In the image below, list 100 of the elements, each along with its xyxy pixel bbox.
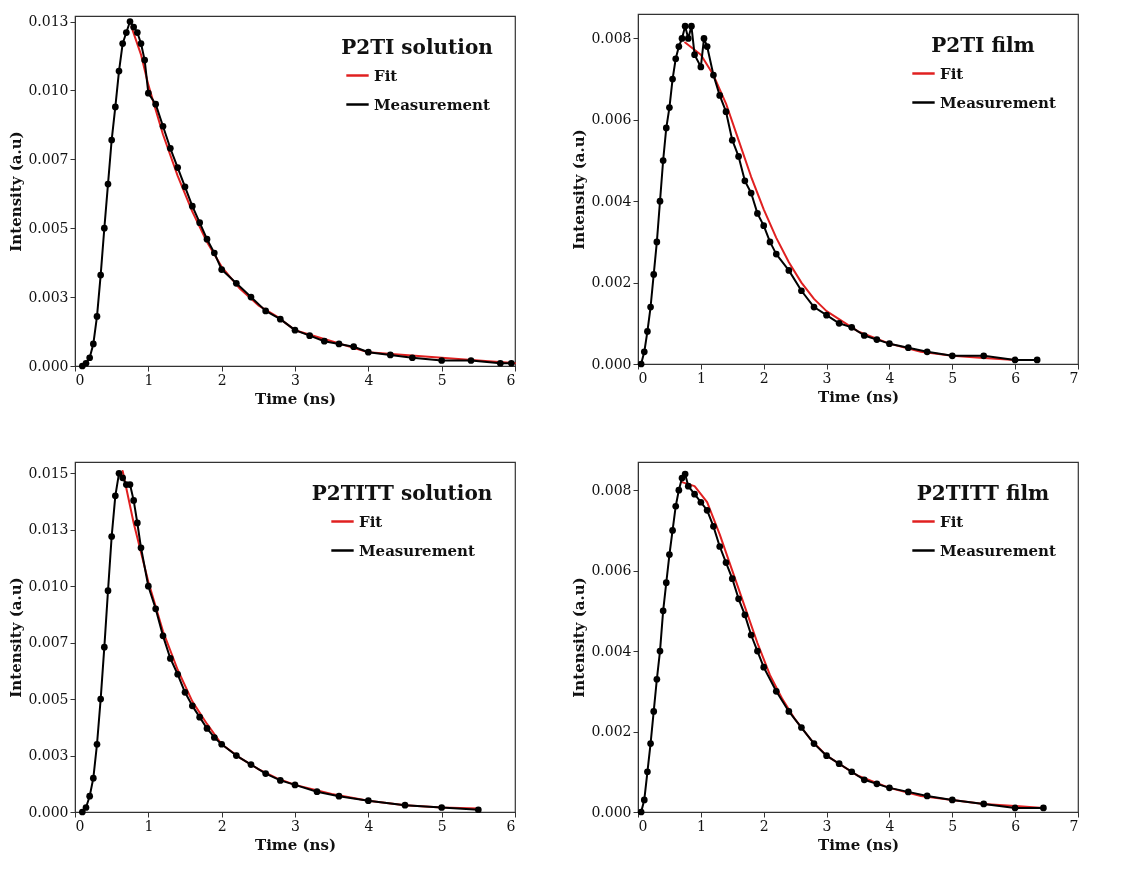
point: [144, 89, 152, 97]
point: [650, 708, 658, 715]
x-tick-label: 6: [1011, 817, 1021, 834]
point: [218, 740, 226, 748]
x-tick-label: 0: [638, 817, 648, 834]
x-tick-label: 1: [696, 817, 706, 834]
y-axis-title: Intensity (a.u): [7, 577, 26, 698]
point: [181, 183, 189, 191]
x-tick-label: 4: [364, 817, 374, 834]
point: [408, 354, 416, 362]
x-axis-title: Time (ns): [817, 387, 900, 406]
point: [115, 469, 123, 477]
point: [656, 647, 664, 655]
legend-label: Fit: [940, 64, 964, 83]
x-tick-label: 7: [1069, 817, 1079, 834]
point: [754, 647, 761, 655]
point: [650, 271, 658, 278]
legend-label: Measurement: [374, 95, 490, 114]
point: [747, 189, 755, 197]
x-tick-label: 0: [638, 369, 648, 386]
x-tick-label: 1: [144, 817, 154, 834]
point: [89, 340, 97, 348]
point: [232, 279, 240, 287]
point: [291, 781, 299, 789]
point: [785, 267, 793, 274]
point: [684, 482, 692, 490]
point: [401, 801, 409, 809]
point: [747, 631, 755, 639]
point: [130, 23, 138, 31]
point: [306, 332, 314, 340]
point: [675, 486, 683, 494]
point: [741, 611, 749, 619]
x-tick-label: 7: [1069, 369, 1079, 386]
point: [653, 238, 661, 246]
point: [675, 43, 683, 50]
x-tick-label: 2: [759, 369, 769, 386]
point: [104, 587, 112, 595]
point: [873, 336, 881, 343]
point: [923, 792, 931, 800]
point: [108, 136, 116, 144]
point: [735, 153, 742, 160]
legend-title: P2TI solution: [341, 35, 494, 59]
x-tick-label: 2: [217, 371, 227, 388]
point: [137, 544, 145, 552]
point: [722, 559, 730, 566]
point: [174, 670, 182, 678]
point: [669, 527, 676, 534]
point: [653, 675, 661, 683]
point: [659, 157, 667, 164]
y-tick-label: 0.013: [28, 521, 69, 538]
x-tick-label: 6: [1011, 369, 1021, 386]
point: [681, 22, 689, 30]
point: [507, 359, 515, 367]
y-tick-label: 0.004: [591, 192, 632, 209]
point: [904, 788, 912, 796]
point: [119, 40, 127, 47]
x-tick-label: 3: [822, 817, 832, 834]
point: [188, 202, 196, 210]
point: [647, 740, 654, 747]
point: [703, 43, 711, 50]
legend-label: Measurement: [940, 93, 1056, 112]
point: [798, 724, 805, 731]
y-tick-label: 0.003: [28, 747, 69, 764]
y-tick-label: 0.010: [28, 577, 69, 594]
point: [203, 725, 211, 732]
point: [823, 752, 830, 760]
x-tick-label: 5: [948, 817, 958, 834]
point: [644, 328, 651, 335]
x-axis-title: Time (ns): [254, 389, 337, 408]
x-tick-label: 6: [506, 817, 516, 834]
legend-label: Fit: [359, 512, 383, 531]
point: [835, 760, 843, 768]
point: [86, 792, 94, 800]
point: [904, 344, 912, 352]
point: [691, 490, 698, 498]
point: [684, 35, 692, 42]
point: [823, 311, 830, 319]
point: [100, 643, 108, 651]
point: [130, 497, 138, 504]
y-tick-label: 0.010: [28, 81, 69, 98]
point: [291, 326, 299, 334]
point: [137, 40, 145, 47]
point: [467, 357, 475, 364]
point: [111, 492, 119, 500]
point: [1033, 356, 1041, 364]
y-tick-label: 0.013: [28, 13, 69, 30]
point: [196, 713, 204, 721]
point: [438, 804, 446, 811]
point: [886, 784, 893, 792]
point: [923, 348, 931, 356]
point: [181, 688, 189, 696]
point: [364, 797, 372, 805]
y-tick-label: 0.002: [591, 274, 632, 291]
point: [159, 632, 167, 640]
point: [980, 800, 988, 808]
point: [710, 523, 717, 530]
point: [785, 708, 793, 715]
point: [948, 352, 956, 360]
x-tick-label: 0: [75, 817, 85, 834]
x-tick-label: 2: [217, 817, 227, 834]
